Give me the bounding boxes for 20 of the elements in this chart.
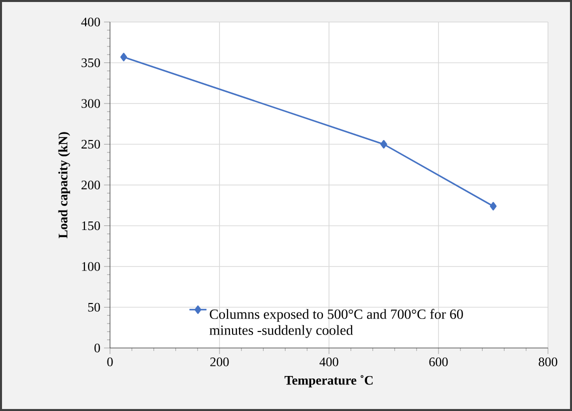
legend-label: Columns exposed to 500°C and 700°C for 60 minutes -suddenly cooled [210,308,463,338]
y-tick-label: 100 [82,262,100,271]
y-tick-label: 350 [82,58,100,68]
y-tick-label: 150 [82,221,100,230]
y-tick-label: 400 [81,18,100,26]
y-tick-label: 250 [82,140,100,149]
y-tick-label: 0 [94,344,100,352]
x-tick-label: 200 [210,358,229,366]
x-tick-label: 400 [320,358,338,366]
x-tick-label: 0 [107,358,113,366]
x-axis-title: Temperature ˚C [284,375,373,388]
y-tick-label: 50 [88,302,100,312]
x-tick-label: 800 [538,358,558,366]
point [490,202,497,210]
x-tick-label: 600 [429,358,448,366]
y-tick-label: 300 [82,99,100,108]
point [380,140,388,148]
y-tick-label: 200 [82,180,100,190]
point [120,52,128,62]
y-axis-title: Load capacity (kN) [58,132,70,238]
